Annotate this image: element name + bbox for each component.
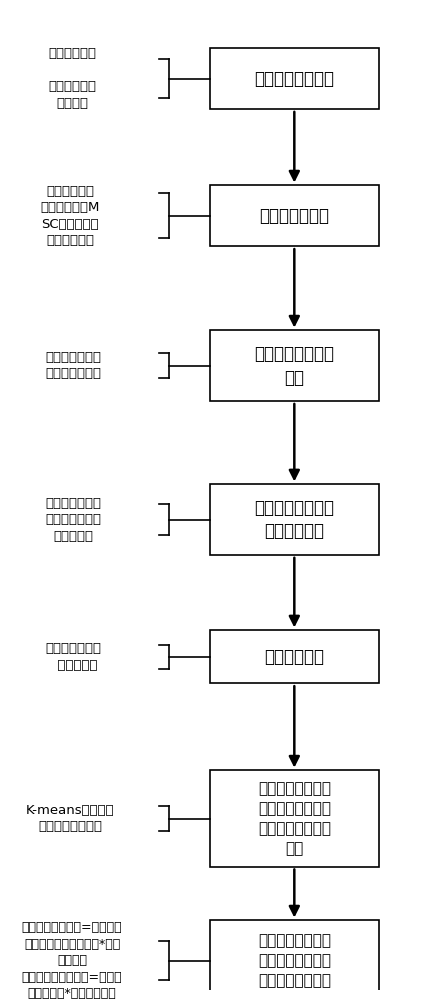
Text: 纯物质硫化锑

多个不同的泡
沫层样本: 纯物质硫化锑 多个不同的泡 沫层样本 bbox=[48, 47, 96, 110]
Bar bbox=[210, 770, 379, 867]
Bar bbox=[210, 630, 379, 683]
Bar bbox=[210, 185, 379, 246]
Bar bbox=[210, 920, 379, 1000]
Bar bbox=[210, 330, 379, 401]
Bar bbox=[210, 484, 379, 555]
Text: 求取峰高系数: 求取峰高系数 bbox=[264, 648, 324, 666]
Text: K-means聚类方法
类值区间概率求取: K-means聚类方法 类值区间概率求取 bbox=[25, 804, 114, 833]
Text: 求取最终的峰高比
例系数并加权平均
表征最终拉曼光谱: 求取最终的峰高比 例系数并加权平均 表征最终拉曼光谱 bbox=[258, 933, 331, 988]
Bar bbox=[210, 48, 379, 109]
Text: 最该的主特征峰
  对应的峰强: 最该的主特征峰 对应的峰强 bbox=[45, 642, 102, 672]
Text: 拉曼光谱图谱获取: 拉曼光谱图谱获取 bbox=[254, 70, 334, 88]
Text: 对每个峰高系数划
分阈值区间，并统
计落入每个区间的
概率: 对每个峰高系数划 分阈值区间，并统 计落入每个区间的 概率 bbox=[258, 781, 331, 856]
Text: 最终峰高比例系数=每个泡沫
层样本的峰高比例系数*对应
的概率值
拉曼光谱最终表征值=最终峰
高比例系数*纯硫化锑光谱: 最终峰高比例系数=每个泡沫 层样本的峰高比例系数*对应 的概率值 拉曼光谱最终表… bbox=[22, 921, 122, 1000]
Text: 把多个泡沫层样
本和纯硫化锑谱
峰进行比较: 把多个泡沫层样 本和纯硫化锑谱 峰进行比较 bbox=[45, 497, 102, 543]
Text: 基于小波奇异性
检测的寻峰算法: 基于小波奇异性 检测的寻峰算法 bbox=[45, 351, 102, 380]
Text: 光谱图谱预处理: 光谱图谱预处理 bbox=[259, 207, 329, 225]
Text: 平滑去噪，多
元散射校正（M
SC）、多项式
拟合基线扣除: 平滑去噪，多 元散射校正（M SC）、多项式 拟合基线扣除 bbox=[40, 185, 100, 247]
Text: 主特征峰匹配并识
别有无硫化锑: 主特征峰匹配并识 别有无硫化锑 bbox=[254, 499, 334, 540]
Text: 寻峰并建立谱峰信
息表: 寻峰并建立谱峰信 息表 bbox=[254, 345, 334, 387]
